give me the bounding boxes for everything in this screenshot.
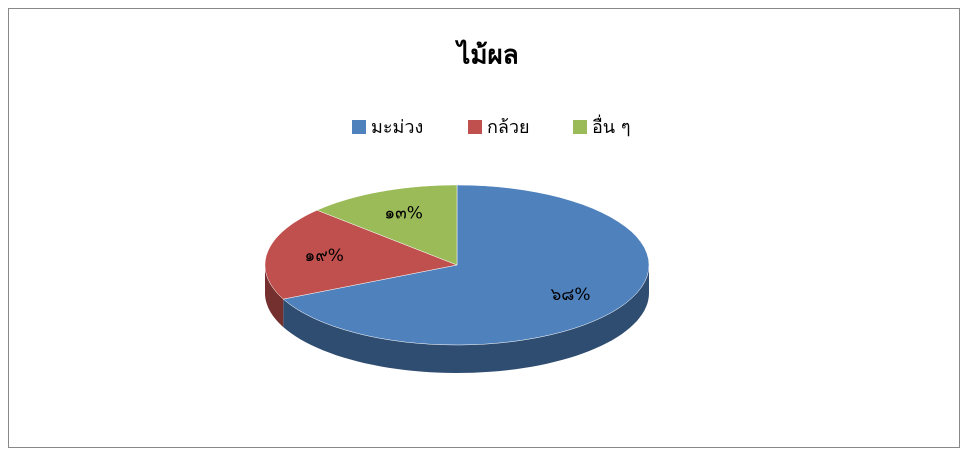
pie-slice bbox=[264, 209, 458, 300]
data-label: ๑๓% bbox=[384, 204, 423, 224]
pie-slice bbox=[282, 184, 650, 346]
data-label: ๑๙% bbox=[305, 246, 344, 266]
legend-label: มะม่วง bbox=[371, 117, 423, 138]
legend-label: อื่น ๆ bbox=[592, 114, 631, 138]
pie-slice bbox=[316, 184, 458, 266]
legend-swatch bbox=[468, 120, 482, 134]
legend-swatch bbox=[352, 120, 366, 134]
pie-slice-side bbox=[265, 265, 284, 328]
data-label: ๖๘% bbox=[550, 285, 590, 305]
legend-label: กล้วย bbox=[487, 117, 530, 138]
legend-swatch bbox=[573, 120, 587, 134]
chart-title: ไม้ผล bbox=[454, 39, 518, 71]
pie-slice-side bbox=[283, 265, 649, 373]
